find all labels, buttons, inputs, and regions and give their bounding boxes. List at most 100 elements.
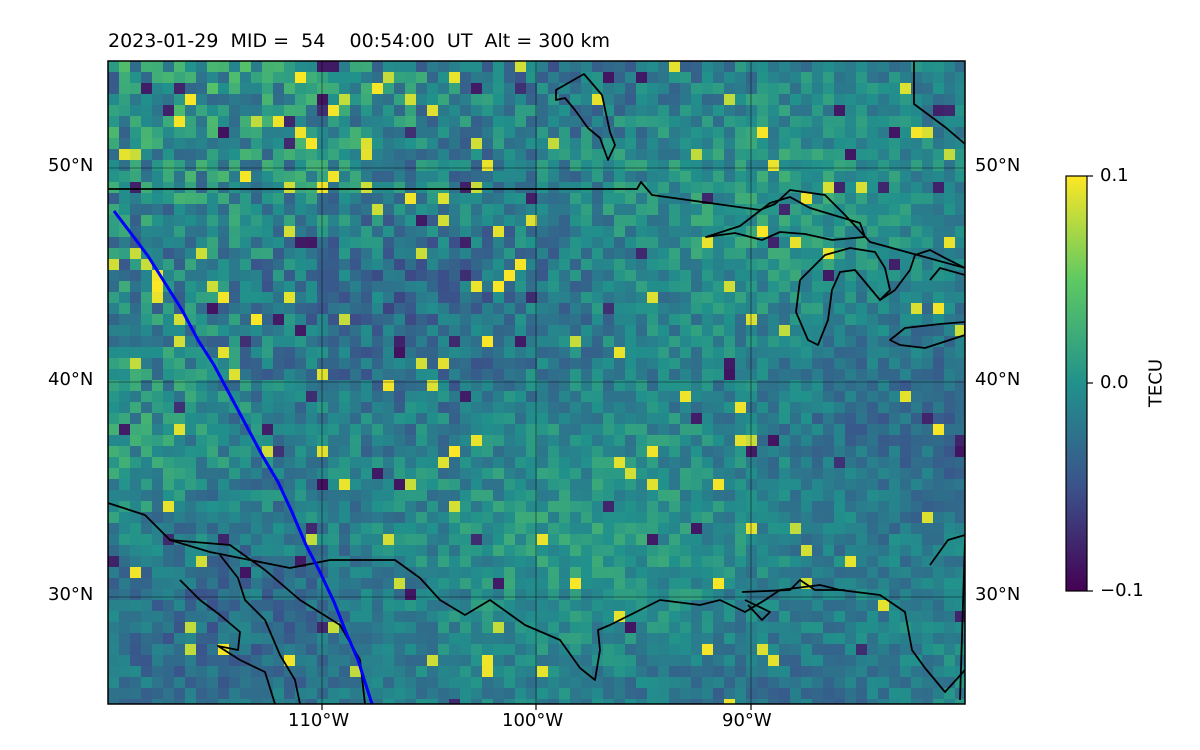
tec-cell — [735, 523, 747, 535]
tec-cell — [570, 248, 582, 260]
tec-cell — [262, 644, 274, 656]
tec-cell — [603, 699, 615, 704]
tec-cell — [537, 94, 549, 106]
tec-cell — [416, 666, 428, 678]
tec-cell — [427, 314, 439, 326]
tec-cell — [548, 149, 560, 161]
tec-cell — [383, 622, 395, 634]
tec-cell — [284, 72, 296, 84]
tec-cell — [383, 380, 395, 392]
tec-cell — [614, 468, 626, 480]
tec-cell — [361, 83, 373, 95]
tec-cell — [471, 413, 483, 425]
tec-cell — [812, 545, 824, 557]
tec-cell — [295, 501, 307, 513]
tec-cell — [372, 160, 384, 172]
tec-cell — [427, 336, 439, 348]
tec-cell — [416, 534, 428, 546]
tec-cell — [339, 72, 351, 84]
tec-cell — [944, 72, 956, 84]
tec-cell — [119, 666, 131, 678]
tec-cell — [394, 523, 406, 535]
tec-cell — [856, 688, 868, 700]
tec-cell — [460, 589, 472, 601]
tec-cell — [713, 270, 725, 282]
tec-cell — [779, 171, 791, 183]
tec-cell — [240, 94, 252, 106]
tec-cell — [955, 534, 965, 546]
tec-cell — [801, 512, 813, 524]
tec-cell — [130, 259, 142, 271]
tec-cell — [339, 578, 351, 590]
tec-cell — [867, 105, 879, 117]
tec-cell — [680, 435, 692, 447]
tec-cell — [218, 248, 230, 260]
tec-cell — [702, 116, 714, 128]
tec-cell — [570, 83, 582, 95]
tec-cell — [911, 336, 923, 348]
tec-cell — [350, 193, 362, 205]
tec-cell — [130, 413, 142, 425]
tec-cell — [779, 413, 791, 425]
tec-cell — [262, 699, 274, 704]
tec-cell — [592, 204, 604, 216]
tec-cell — [262, 281, 274, 293]
tec-cell — [328, 358, 340, 370]
tec-cell — [471, 567, 483, 579]
tec-cell — [174, 391, 186, 403]
tec-cell — [570, 622, 582, 634]
tec-cell — [504, 501, 516, 513]
tec-cell — [647, 446, 659, 458]
tec-cell — [130, 138, 142, 150]
tec-cell — [878, 699, 890, 704]
tec-cell — [317, 424, 329, 436]
tec-cell — [174, 655, 186, 667]
tec-cell — [482, 457, 494, 469]
tec-cell — [735, 501, 747, 513]
tec-cell — [185, 512, 197, 524]
tec-cell — [658, 149, 670, 161]
tec-cell — [625, 336, 637, 348]
tec-cell — [878, 193, 890, 205]
tec-cell — [746, 182, 758, 194]
tec-cell — [449, 336, 461, 348]
tec-cell — [856, 259, 868, 271]
tec-cell — [526, 83, 538, 95]
tec-cell — [779, 259, 791, 271]
tec-cell — [295, 248, 307, 260]
tec-cell — [603, 61, 615, 73]
tec-cell — [559, 336, 571, 348]
tec-cell — [570, 567, 582, 579]
tec-cell — [328, 600, 340, 612]
tec-cell — [108, 435, 120, 447]
tec-cell — [955, 457, 965, 469]
tec-cell — [163, 61, 175, 73]
tec-cell — [515, 314, 527, 326]
tec-cell — [658, 688, 670, 700]
tec-cell — [493, 325, 505, 337]
tec-cell — [317, 369, 329, 381]
tec-cell — [262, 149, 274, 161]
tec-cell — [427, 215, 439, 227]
tec-cell — [922, 622, 934, 634]
tec-cell — [207, 699, 219, 704]
tec-cell — [801, 204, 813, 216]
tec-cell — [944, 622, 956, 634]
tec-cell — [647, 94, 659, 106]
tec-cell — [460, 314, 472, 326]
tec-cell — [493, 105, 505, 117]
tec-cell — [955, 160, 965, 172]
tec-cell — [515, 556, 527, 568]
tec-cell — [284, 413, 296, 425]
lat-label-40-right: 40°N — [975, 369, 1021, 390]
tec-cell — [185, 325, 197, 337]
tec-cell — [405, 237, 417, 249]
tec-cell — [548, 138, 560, 150]
tec-cell — [900, 358, 912, 370]
tec-cell — [427, 534, 439, 546]
tec-cell — [581, 325, 593, 337]
tec-cell — [394, 468, 406, 480]
tec-cell — [856, 358, 868, 370]
tec-cell — [592, 501, 604, 513]
tec-cell — [372, 424, 384, 436]
